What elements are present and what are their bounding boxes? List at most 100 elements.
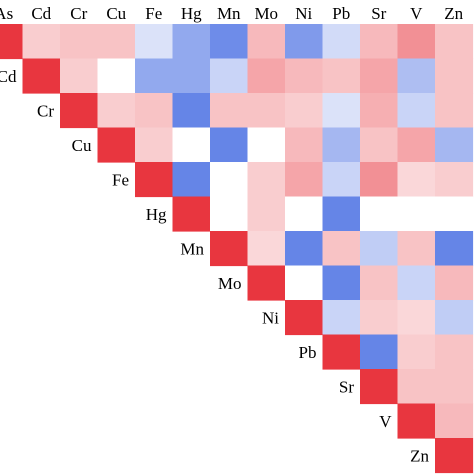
- heatmap-cell-Cd-Pb: [322, 58, 361, 94]
- heatmap-cell-Mn-Mn: [210, 231, 249, 267]
- heatmap-cell-Ni-Ni: [285, 300, 324, 336]
- heatmap-cell-Pb-V: [397, 334, 436, 370]
- heatmap-cell-As-Fe: [135, 24, 174, 60]
- heatmap-cell-Hg-V: [397, 196, 436, 232]
- heatmap-cell-As-Mo: [247, 24, 286, 60]
- heatmap-cell-Mo-Sr: [360, 265, 399, 301]
- heatmap-cell-Cu-Pb: [322, 127, 361, 163]
- column-label-Zn: Zn: [444, 4, 463, 23]
- heatmap-cell-Mo-V: [397, 265, 436, 301]
- column-labels: As Cd Cr Cu Fe Hg Mn Mo Ni Pb Sr V Zn: [0, 4, 464, 23]
- heatmap-cell-V-V: [397, 403, 436, 439]
- heatmap-cell-Pb-Sr: [360, 334, 399, 370]
- heatmap-cell-Cu-Cu: [97, 127, 136, 163]
- heatmap-cell-Cr-Mo: [247, 93, 286, 129]
- heatmap-cell-Cu-Zn: [435, 127, 474, 163]
- heatmap-cell-Mo-Mo: [247, 265, 286, 301]
- heatmap-cell-Sr-Zn: [435, 369, 474, 405]
- heatmap-cell-Cd-V: [397, 58, 436, 94]
- heatmap-cell-As-Hg: [172, 24, 211, 60]
- column-label-Sr: Sr: [371, 4, 386, 23]
- row-label-Fe: Fe: [112, 170, 129, 189]
- heatmap-cell-Ni-V: [397, 300, 436, 336]
- heatmap-cell-Cr-Pb: [322, 93, 361, 129]
- heatmap-cell-Fe-Sr: [360, 162, 399, 198]
- heatmap-cell-Mn-Pb: [322, 231, 361, 267]
- heatmap-cell-Cd-Cd: [22, 58, 61, 94]
- heatmap-cell-Mn-Mo: [247, 231, 286, 267]
- heatmap-cell-Cr-Cr: [60, 93, 99, 129]
- heatmap-cell-Cu-Hg: [172, 127, 211, 163]
- heatmap-cell-Fe-Hg: [172, 162, 211, 198]
- heatmap-cell-Sr-V: [397, 369, 436, 405]
- heatmap-cell-Zn-Zn: [435, 438, 474, 474]
- column-label-As: As: [0, 4, 13, 23]
- heatmap-cell-Mo-Pb: [322, 265, 361, 301]
- heatmap-cell-Cd-Hg: [172, 58, 211, 94]
- heatmap-cell-As-Pb: [322, 24, 361, 60]
- heatmap-cell-Cd-Cu: [97, 58, 136, 94]
- heatmap-cell-Cd-Mn: [210, 58, 249, 94]
- heatmap-cell-Cd-Ni: [285, 58, 324, 94]
- heatmap-cell-Hg-Mo: [247, 196, 286, 232]
- heatmap-cell-Cr-Mn: [210, 93, 249, 129]
- heatmap-cell-Cr-Cu: [97, 93, 136, 129]
- row-label-Cd: Cd: [0, 67, 17, 86]
- heatmap-cell-Cd-Fe: [135, 58, 174, 94]
- heatmap-cells: [0, 24, 474, 474]
- heatmap-cell-As-Cu: [97, 24, 136, 60]
- heatmap-cell-As-As: [0, 24, 24, 60]
- row-label-V: V: [379, 412, 392, 431]
- heatmap-cell-V-Zn: [435, 403, 474, 439]
- column-label-Cr: Cr: [70, 4, 87, 23]
- heatmap-cell-Sr-Sr: [360, 369, 399, 405]
- column-label-Cd: Cd: [31, 4, 51, 23]
- row-label-Hg: Hg: [146, 205, 167, 224]
- heatmap-cell-Fe-Mn: [210, 162, 249, 198]
- column-label-Hg: Hg: [181, 4, 202, 23]
- heatmap-cell-Cr-Zn: [435, 93, 474, 129]
- heatmap-cell-As-V: [397, 24, 436, 60]
- heatmap-cell-Ni-Zn: [435, 300, 474, 336]
- heatmap-cell-Hg-Hg: [172, 196, 211, 232]
- heatmap-cell-Cu-Fe: [135, 127, 174, 163]
- heatmap-cell-Hg-Sr: [360, 196, 399, 232]
- heatmap-cell-Hg-Mn: [210, 196, 249, 232]
- heatmap-cell-Cu-Mo: [247, 127, 286, 163]
- heatmap-cell-Fe-Fe: [135, 162, 174, 198]
- heatmap-cell-Hg-Pb: [322, 196, 361, 232]
- heatmap-cell-Mn-Zn: [435, 231, 474, 267]
- heatmap-cell-Cu-Mn: [210, 127, 249, 163]
- column-label-Cu: Cu: [106, 4, 126, 23]
- row-label-Pb: Pb: [299, 343, 317, 362]
- heatmap-cell-Mn-Sr: [360, 231, 399, 267]
- heatmap-cell-Cd-Zn: [435, 58, 474, 94]
- heatmap-cell-Cd-Cr: [60, 58, 99, 94]
- heatmap-cell-As-Mn: [210, 24, 249, 60]
- heatmap-cell-Fe-Mo: [247, 162, 286, 198]
- heatmap-cell-As-Sr: [360, 24, 399, 60]
- heatmap-cell-Cr-Hg: [172, 93, 211, 129]
- heatmap-cell-As-Ni: [285, 24, 324, 60]
- column-label-Mo: Mo: [254, 4, 278, 23]
- heatmap-cell-Mn-Ni: [285, 231, 324, 267]
- heatmap-cell-As-Cd: [22, 24, 61, 60]
- heatmap-cell-Fe-Ni: [285, 162, 324, 198]
- heatmap-cell-Mo-Ni: [285, 265, 324, 301]
- heatmap-cell-Fe-V: [397, 162, 436, 198]
- column-label-V: V: [410, 4, 423, 23]
- heatmap-cell-Cr-Fe: [135, 93, 174, 129]
- heatmap-cell-Cr-V: [397, 93, 436, 129]
- heatmap-cell-As-Zn: [435, 24, 474, 60]
- heatmap-cell-Cr-Ni: [285, 93, 324, 129]
- column-label-Fe: Fe: [145, 4, 162, 23]
- heatmap-cell-Cu-V: [397, 127, 436, 163]
- heatmap-cell-As-Cr: [60, 24, 99, 60]
- heatmap-cell-Mn-V: [397, 231, 436, 267]
- heatmap-cell-Cu-Sr: [360, 127, 399, 163]
- heatmap-cell-Ni-Sr: [360, 300, 399, 336]
- column-label-Ni: Ni: [295, 4, 312, 23]
- row-label-Cu: Cu: [72, 136, 92, 155]
